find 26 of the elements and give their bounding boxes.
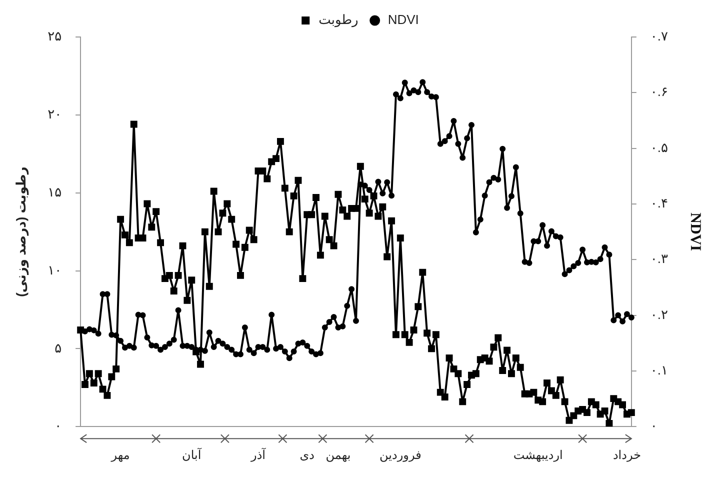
x-tick-label: فروردین xyxy=(380,448,422,462)
x-tick-label: بهمن xyxy=(326,448,351,462)
y2-tick-label: ۰.۳ xyxy=(650,251,668,266)
y-tick-label: ۲۵ xyxy=(48,28,62,44)
y2-tick-label: ۰.۴ xyxy=(650,196,668,211)
y-axis-title: رطوبت (درصد وزنی) xyxy=(13,166,30,297)
y-tick-label: ۱۵ xyxy=(48,184,62,200)
y-tick-label: ۲۰ xyxy=(48,106,62,122)
x-tick-label: آبان xyxy=(182,447,202,462)
x-tick-label: خرداد xyxy=(612,448,642,462)
y2-tick-label: ۰.۲ xyxy=(650,306,668,322)
y-tick-label: ۵ xyxy=(54,340,62,356)
y2-tick-label: ۰.۶ xyxy=(650,84,668,100)
x-tick-label: دی xyxy=(300,448,315,462)
y2-tick-label: ۰.۷ xyxy=(650,28,668,44)
legend-label: NDVI xyxy=(388,12,419,28)
y-tick-label: ۰ xyxy=(54,418,62,434)
x-tick-label: مهر xyxy=(110,448,130,462)
y2-tick-label: ۰.۵ xyxy=(650,140,668,155)
y2-tick-label: ۰ xyxy=(650,418,658,434)
x-tick-label: اردیبهشت xyxy=(513,448,563,462)
legend-label: رطوبت xyxy=(318,12,358,28)
y-tick-label: ۱۰ xyxy=(48,262,62,278)
y2-tick-label: ۰.۱ xyxy=(650,362,668,378)
y2-axis-title: NDVI xyxy=(687,212,704,252)
x-tick-label: آذر xyxy=(250,447,266,462)
